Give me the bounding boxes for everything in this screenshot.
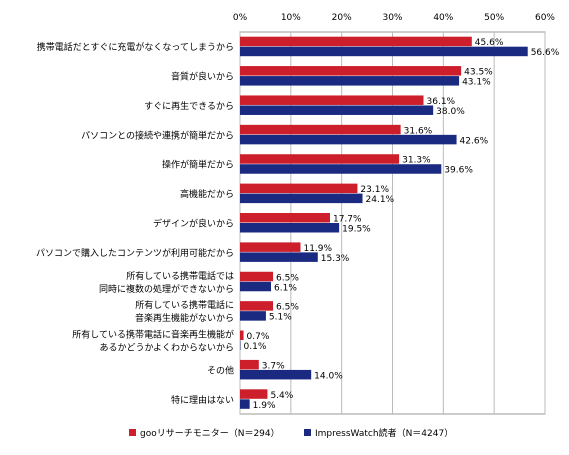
bar-series-1 <box>240 124 401 135</box>
data-label-series-1: 0.7% <box>247 332 270 342</box>
category-label: 所有している携帯電話に音楽再生機能が <box>72 329 234 341</box>
data-label-series-1: 5.4% <box>270 391 293 401</box>
bar-series-2 <box>240 340 241 351</box>
data-label-series-2: 1.9% <box>253 401 276 411</box>
data-label-series-1: 43.5% <box>464 68 493 78</box>
x-axis-ticks: 0% 10% 20% 30% 40% 50% 60% <box>233 13 556 23</box>
category-label: すぐに再生できるから <box>144 100 234 112</box>
category-label: 音楽再生機能がないから <box>135 312 234 324</box>
category-label: 携帯電話だとすぐに充電がなくなってしまうから <box>37 41 234 53</box>
legend: gooリサーチモニター（N＝294） ImpressWatch読者（N＝4247） <box>129 427 453 439</box>
bar-series-2 <box>240 134 457 145</box>
data-label-series-2: 14.0% <box>314 371 343 381</box>
data-label-series-1: 11.9% <box>303 244 332 254</box>
data-label-series-2: 38.0% <box>436 107 465 117</box>
data-label-series-2: 56.6% <box>531 48 560 58</box>
category-label: パソコンとの接続や連携が簡単だから <box>81 129 234 141</box>
bar-series-2 <box>240 76 460 86</box>
x-tick-label: 10% <box>281 13 301 23</box>
bar-series-1 <box>240 183 358 194</box>
bar-series-1 <box>240 66 462 76</box>
category-label: 同時に複数の処理ができないから <box>99 283 234 295</box>
data-label-series-1: 36.1% <box>427 97 456 107</box>
bar-series-2 <box>240 281 272 292</box>
category-label: あるかどうかよくわからないから <box>99 343 234 354</box>
bar-series-2 <box>240 105 434 115</box>
data-label-series-1: 45.6% <box>475 38 504 48</box>
x-tick-label: 30% <box>382 13 402 23</box>
data-label-series-2: 19.5% <box>342 225 371 235</box>
category-label: 高機能だから <box>180 188 234 200</box>
x-tick-label: 40% <box>433 13 453 23</box>
category-label: 所有している携帯電話に <box>135 299 234 311</box>
bar-series-1 <box>240 95 424 105</box>
data-label-series-2: 15.3% <box>321 254 350 264</box>
category-label: その他 <box>207 364 234 376</box>
bar-series-1 <box>240 359 259 370</box>
category-label: デザインが良いから <box>153 218 234 230</box>
data-label-series-2: 6.1% <box>274 283 297 293</box>
bar-series-2 <box>240 223 340 233</box>
category-label: 操作が簡単だから <box>162 159 234 171</box>
data-label-series-1: 6.5% <box>276 303 299 313</box>
data-label-series-1: 17.7% <box>333 215 362 225</box>
bar-series-2 <box>240 399 250 409</box>
data-label-series-1: 31.6% <box>404 126 433 136</box>
data-label-series-2: 42.6% <box>460 136 489 146</box>
x-tick-label: 20% <box>332 13 352 23</box>
data-label-series-2: 0.1% <box>244 342 267 352</box>
category-labels: 携帯電話だとすぐに充電がなくなってしまうから音質が良いからすぐに再生できるからパ… <box>36 41 234 406</box>
category-label: 所有している携帯電話では <box>126 270 234 282</box>
data-label-series-2: 24.1% <box>366 195 395 205</box>
data-label-series-1: 31.3% <box>402 156 431 166</box>
data-label-series-1: 23.1% <box>360 185 389 195</box>
legend-swatch-series-2 <box>304 429 311 436</box>
bar-series-2 <box>240 164 442 174</box>
legend-label-series-2: ImpressWatch読者（N＝4247） <box>315 427 453 439</box>
bar-series-1 <box>240 154 400 164</box>
bar-series-2 <box>240 311 266 321</box>
bar-series-1 <box>240 36 472 47</box>
bars: 45.6% 56.6% 43.5%43.1% 36.1%38.0%31.6% 42.6%… <box>240 36 560 411</box>
x-tick-label: 50% <box>484 13 504 23</box>
bar-series-1 <box>240 330 244 341</box>
category-label: 特に理由はない <box>171 394 234 406</box>
bar-series-1 <box>240 271 274 282</box>
x-tick-label: 60% <box>535 13 555 23</box>
category-label: パソコンで購入したコンテンツが利用可能だから <box>36 247 234 259</box>
legend-label-series-1: gooリサーチモニター（N＝294） <box>140 428 280 439</box>
bar-series-2 <box>240 193 363 204</box>
category-label: 音質が良いから <box>171 71 234 83</box>
bar-series-1 <box>240 213 330 223</box>
data-label-series-2: 43.1% <box>462 78 491 88</box>
data-label-series-2: 5.1% <box>269 313 292 323</box>
bar-series-2 <box>240 46 528 57</box>
bar-series-2 <box>240 252 318 262</box>
legend-swatch-series-1 <box>129 429 136 436</box>
data-label-series-1: 3.7% <box>262 361 285 371</box>
data-label-series-1: 6.5% <box>276 273 299 283</box>
bar-series-1 <box>240 301 274 311</box>
x-tick-label: 0% <box>233 13 248 23</box>
bar-series-1 <box>240 242 301 252</box>
bar-series-2 <box>240 369 312 380</box>
bar-series-1 <box>240 389 268 399</box>
data-label-series-2: 39.6% <box>444 166 473 176</box>
